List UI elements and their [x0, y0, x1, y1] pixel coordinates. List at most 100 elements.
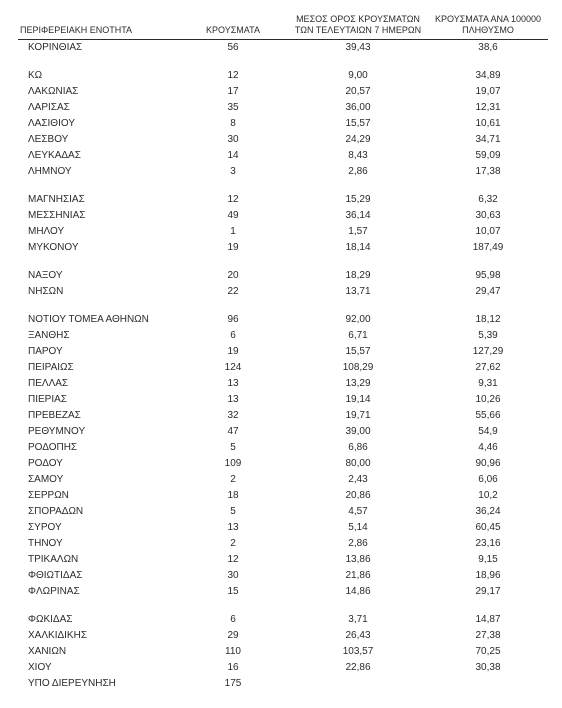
table-row: ΦΛΩΡΙΝΑΣ1514,8629,17: [18, 584, 548, 600]
table-row: ΤΡΙΚΑΛΩΝ1213,869,15: [18, 552, 548, 568]
table-row: ΧΑΛΚΙΔΙΚΗΣ2926,4327,38: [18, 628, 548, 644]
table-row: ΧΙΟΥ1622,8630,38: [18, 660, 548, 676]
cases-table: ΠΕΡΙΦΕΡΕΙΑΚΗ ΕΝΟΤΗΤΑ ΚΡΟΥΣΜΑΤΑ ΜΕΣΟΣ ΟΡΟ…: [18, 14, 548, 692]
table-row: ΠΕΙΡΑΙΩΣ124108,2927,62: [18, 360, 548, 376]
table-row: ΛΑΚΩΝΙΑΣ1720,5719,07: [18, 84, 548, 100]
table-row: ΧΑΝΙΩΝ110103,5770,25: [18, 644, 548, 660]
row-spacer: [18, 56, 548, 68]
cell-region: ΚΩ: [18, 68, 178, 84]
cell-region: ΛΑΚΩΝΙΑΣ: [18, 84, 178, 100]
cell-per100k: 55,66: [428, 408, 548, 424]
cell-cases: 19: [178, 344, 288, 360]
cell-avg7: 24,29: [288, 132, 428, 148]
cell-per100k: 27,38: [428, 628, 548, 644]
cell-avg7: 20,86: [288, 488, 428, 504]
header-region: ΠΕΡΙΦΕΡΕΙΑΚΗ ΕΝΟΤΗΤΑ: [18, 14, 178, 40]
cell-region: ΣΑΜΟΥ: [18, 472, 178, 488]
cell-cases: 109: [178, 456, 288, 472]
table-row: ΡΕΘΥΜΝΟΥ4739,0054,9: [18, 424, 548, 440]
cell-avg7: 18,29: [288, 268, 428, 284]
cell-per100k: 95,98: [428, 268, 548, 284]
table-row: ΠΙΕΡΙΑΣ1319,1410,26: [18, 392, 548, 408]
cell-cases: 2: [178, 472, 288, 488]
table-row: ΣΥΡΟΥ135,1460,45: [18, 520, 548, 536]
cell-region: ΤΡΙΚΑΛΩΝ: [18, 552, 178, 568]
cell-per100k: [428, 676, 548, 692]
cell-avg7: 26,43: [288, 628, 428, 644]
cell-cases: 12: [178, 68, 288, 84]
cell-per100k: 4,46: [428, 440, 548, 456]
cell-cases: 18: [178, 488, 288, 504]
cell-region: ΛΕΥΚΑΔΑΣ: [18, 148, 178, 164]
table-row: ΜΗΛΟΥ11,5710,07: [18, 224, 548, 240]
cell-per100k: 54,9: [428, 424, 548, 440]
cell-avg7: 13,29: [288, 376, 428, 392]
table-row: ΛΑΡΙΣΑΣ3536,0012,31: [18, 100, 548, 116]
cell-region: ΜΥΚΟΝΟΥ: [18, 240, 178, 256]
cell-cases: 20: [178, 268, 288, 284]
table-row: ΚΩ129,0034,89: [18, 68, 548, 84]
cell-cases: 19: [178, 240, 288, 256]
table-row: ΦΩΚΙΔΑΣ63,7114,87: [18, 612, 548, 628]
cell-per100k: 12,31: [428, 100, 548, 116]
cell-region: ΣΕΡΡΩΝ: [18, 488, 178, 504]
cell-per100k: 23,16: [428, 536, 548, 552]
cell-cases: 30: [178, 132, 288, 148]
cell-region: ΚΟΡΙΝΘΙΑΣ: [18, 40, 178, 57]
cell-region: ΛΑΣΙΘΙΟΥ: [18, 116, 178, 132]
cell-avg7: 6,71: [288, 328, 428, 344]
table-body: ΚΟΡΙΝΘΙΑΣ5639,4338,6 ΚΩ129,0034,89ΛΑΚΩΝΙΑ…: [18, 40, 548, 693]
cell-cases: 175: [178, 676, 288, 692]
cell-region: ΞΑΝΘΗΣ: [18, 328, 178, 344]
table-row: ΦΘΙΩΤΙΔΑΣ3021,8618,96: [18, 568, 548, 584]
cell-region: ΠΙΕΡΙΑΣ: [18, 392, 178, 408]
cell-cases: 13: [178, 520, 288, 536]
cell-cases: 124: [178, 360, 288, 376]
table-row: ΜΥΚΟΝΟΥ1918,14187,49: [18, 240, 548, 256]
cell-per100k: 59,09: [428, 148, 548, 164]
cell-cases: 2: [178, 536, 288, 552]
cell-avg7: 15,29: [288, 192, 428, 208]
cell-region: ΦΩΚΙΔΑΣ: [18, 612, 178, 628]
cell-region: ΛΕΣΒΟΥ: [18, 132, 178, 148]
cell-cases: 17: [178, 84, 288, 100]
cell-region: ΧΑΝΙΩΝ: [18, 644, 178, 660]
cell-cases: 22: [178, 284, 288, 300]
cell-cases: 30: [178, 568, 288, 584]
cell-region: ΠΡΕΒΕΖΑΣ: [18, 408, 178, 424]
cell-per100k: 34,71: [428, 132, 548, 148]
table-row: ΝΟΤΙΟΥ ΤΟΜΕΑ ΑΘΗΝΩΝ9692,0018,12: [18, 312, 548, 328]
cell-cases: 6: [178, 328, 288, 344]
table-row: ΚΟΡΙΝΘΙΑΣ5639,4338,6: [18, 40, 548, 57]
table-row: ΞΑΝΘΗΣ66,715,39: [18, 328, 548, 344]
cell-per100k: 9,15: [428, 552, 548, 568]
row-spacer: [18, 300, 548, 312]
cases-table-page: ΠΕΡΙΦΕΡΕΙΑΚΗ ΕΝΟΤΗΤΑ ΚΡΟΥΣΜΑΤΑ ΜΕΣΟΣ ΟΡΟ…: [0, 0, 562, 708]
cell-region: ΡΟΔΟΠΗΣ: [18, 440, 178, 456]
cell-per100k: 6,06: [428, 472, 548, 488]
cell-cases: 29: [178, 628, 288, 644]
cell-region: ΛΑΡΙΣΑΣ: [18, 100, 178, 116]
cell-cases: 15: [178, 584, 288, 600]
cell-region: ΠΑΡΟΥ: [18, 344, 178, 360]
cell-avg7: 13,86: [288, 552, 428, 568]
cell-per100k: 18,96: [428, 568, 548, 584]
cell-cases: 14: [178, 148, 288, 164]
cell-cases: 13: [178, 392, 288, 408]
cell-avg7: 22,86: [288, 660, 428, 676]
cell-per100k: 19,07: [428, 84, 548, 100]
table-row: ΛΗΜΝΟΥ32,8617,38: [18, 164, 548, 180]
cell-per100k: 38,6: [428, 40, 548, 57]
cell-per100k: 6,32: [428, 192, 548, 208]
cell-cases: 110: [178, 644, 288, 660]
cell-per100k: 10,61: [428, 116, 548, 132]
cell-region: ΠΕΙΡΑΙΩΣ: [18, 360, 178, 376]
cell-region: ΝΟΤΙΟΥ ΤΟΜΕΑ ΑΘΗΝΩΝ: [18, 312, 178, 328]
cell-region: ΠΕΛΛΑΣ: [18, 376, 178, 392]
cell-avg7: 20,57: [288, 84, 428, 100]
cell-cases: 6: [178, 612, 288, 628]
cell-avg7: 39,43: [288, 40, 428, 57]
table-row: ΣΑΜΟΥ22,436,06: [18, 472, 548, 488]
cell-avg7: 18,14: [288, 240, 428, 256]
cell-cases: 1: [178, 224, 288, 240]
